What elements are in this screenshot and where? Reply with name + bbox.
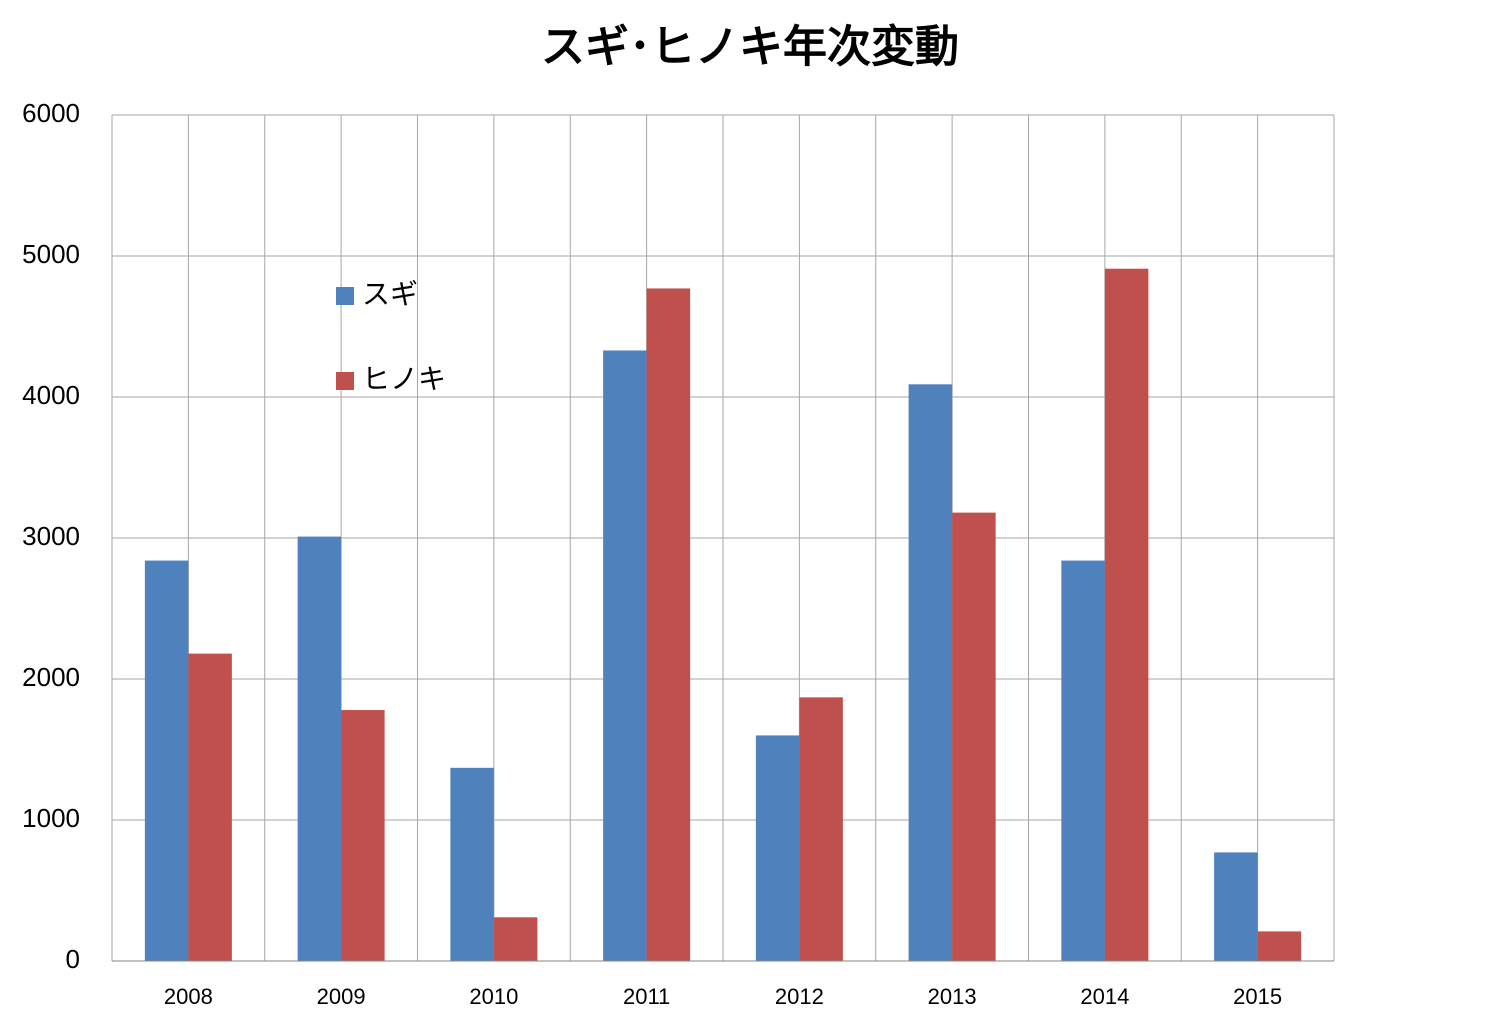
bar xyxy=(646,288,691,961)
y-tick-label: 6000 xyxy=(22,98,80,128)
bar xyxy=(144,560,189,961)
bar xyxy=(1104,268,1149,961)
legend-label: スギ xyxy=(362,278,418,309)
legend-swatch xyxy=(336,287,354,305)
bar xyxy=(952,512,996,961)
x-tick-label: 2015 xyxy=(1233,984,1282,1009)
legend-swatch xyxy=(336,372,354,390)
bar xyxy=(603,350,647,962)
bar xyxy=(341,710,385,961)
y-tick-label: 3000 xyxy=(22,521,80,551)
bar xyxy=(755,735,800,961)
bar xyxy=(1061,560,1105,961)
bar xyxy=(799,697,843,961)
bar xyxy=(1257,931,1302,961)
bar xyxy=(297,536,342,961)
x-tick-label: 2011 xyxy=(623,984,670,1009)
x-tick-label: 2013 xyxy=(928,984,977,1009)
y-tick-label: 1000 xyxy=(22,803,80,833)
bar xyxy=(908,384,953,961)
legend-label: ヒノキ xyxy=(362,363,446,394)
x-tick-label: 2009 xyxy=(317,984,366,1009)
chart-title: スギ･ヒノキ年次変動 xyxy=(541,22,959,72)
x-tick-label: 2014 xyxy=(1080,984,1129,1009)
y-tick-label: 0 xyxy=(66,944,80,974)
bar xyxy=(188,653,232,961)
bar xyxy=(493,917,538,961)
x-tick-label: 2008 xyxy=(164,984,213,1009)
y-tick-label: 4000 xyxy=(22,380,80,410)
y-tick-label: 2000 xyxy=(22,662,80,692)
bar xyxy=(1214,852,1258,961)
bar xyxy=(450,767,494,961)
x-tick-label: 2010 xyxy=(469,984,518,1009)
y-tick-label: 5000 xyxy=(22,239,80,269)
x-tick-label: 2012 xyxy=(775,984,824,1009)
